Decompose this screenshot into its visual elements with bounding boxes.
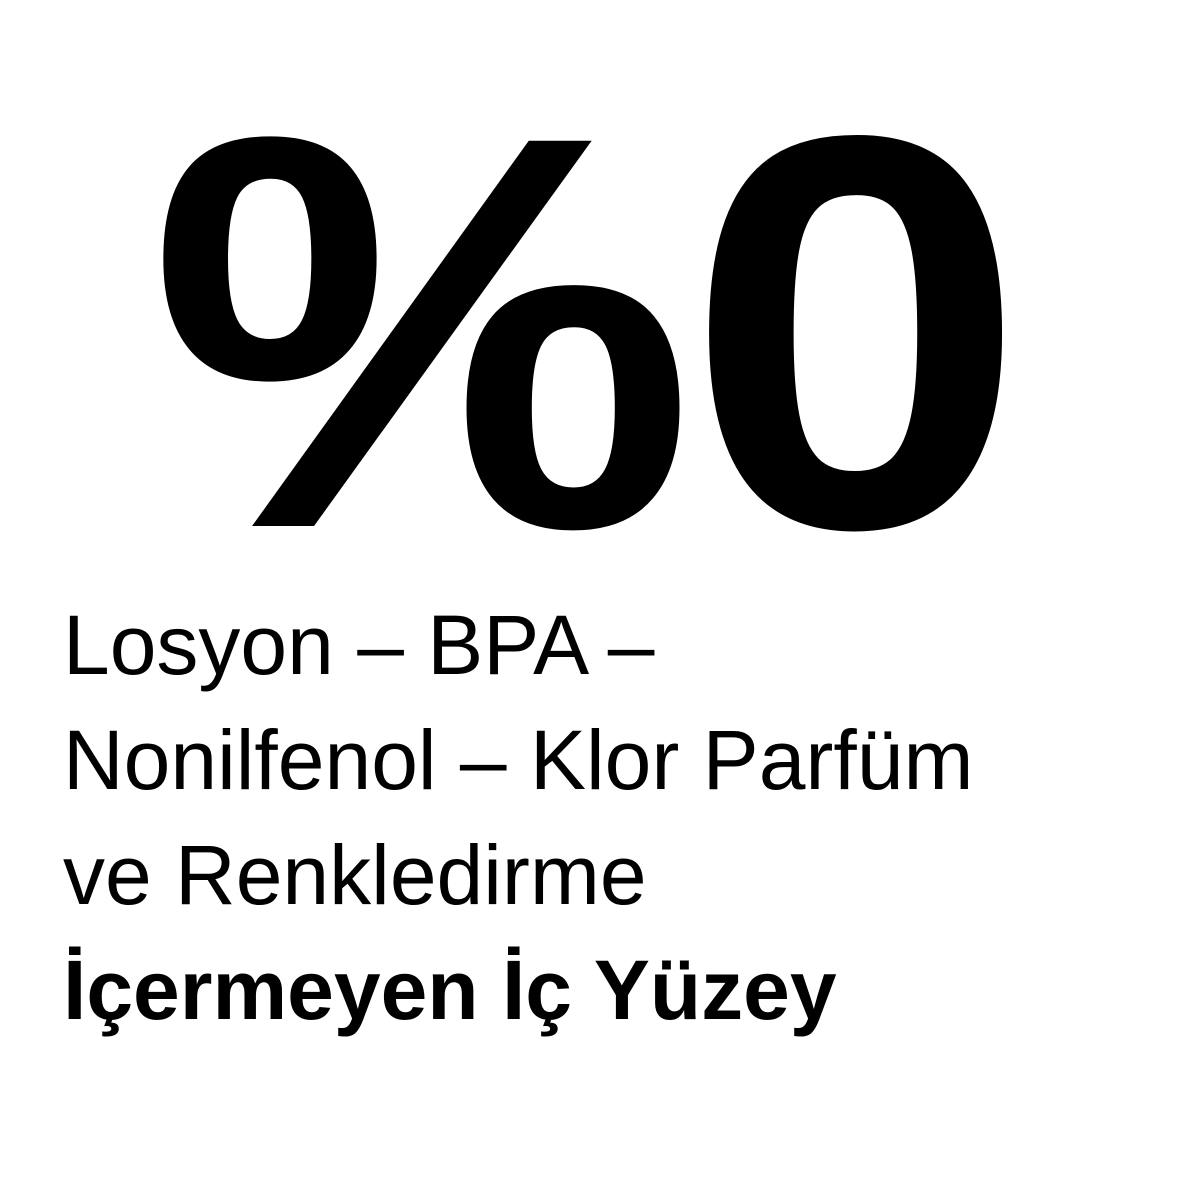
description-line-2: Nonilfenol – Klor Parfüm [63, 713, 974, 807]
description-emphasis-line: İçermeyen İç Yüzey [63, 943, 837, 1037]
description-line-3: ve Renkledirme [63, 828, 647, 922]
description: Losyon – BPA – Nonilfenol – Klor Parfüm … [63, 588, 973, 1048]
description-line-1: Losyon – BPA – [63, 598, 655, 692]
headline-percent-zero: %0 [148, 19, 1027, 645]
